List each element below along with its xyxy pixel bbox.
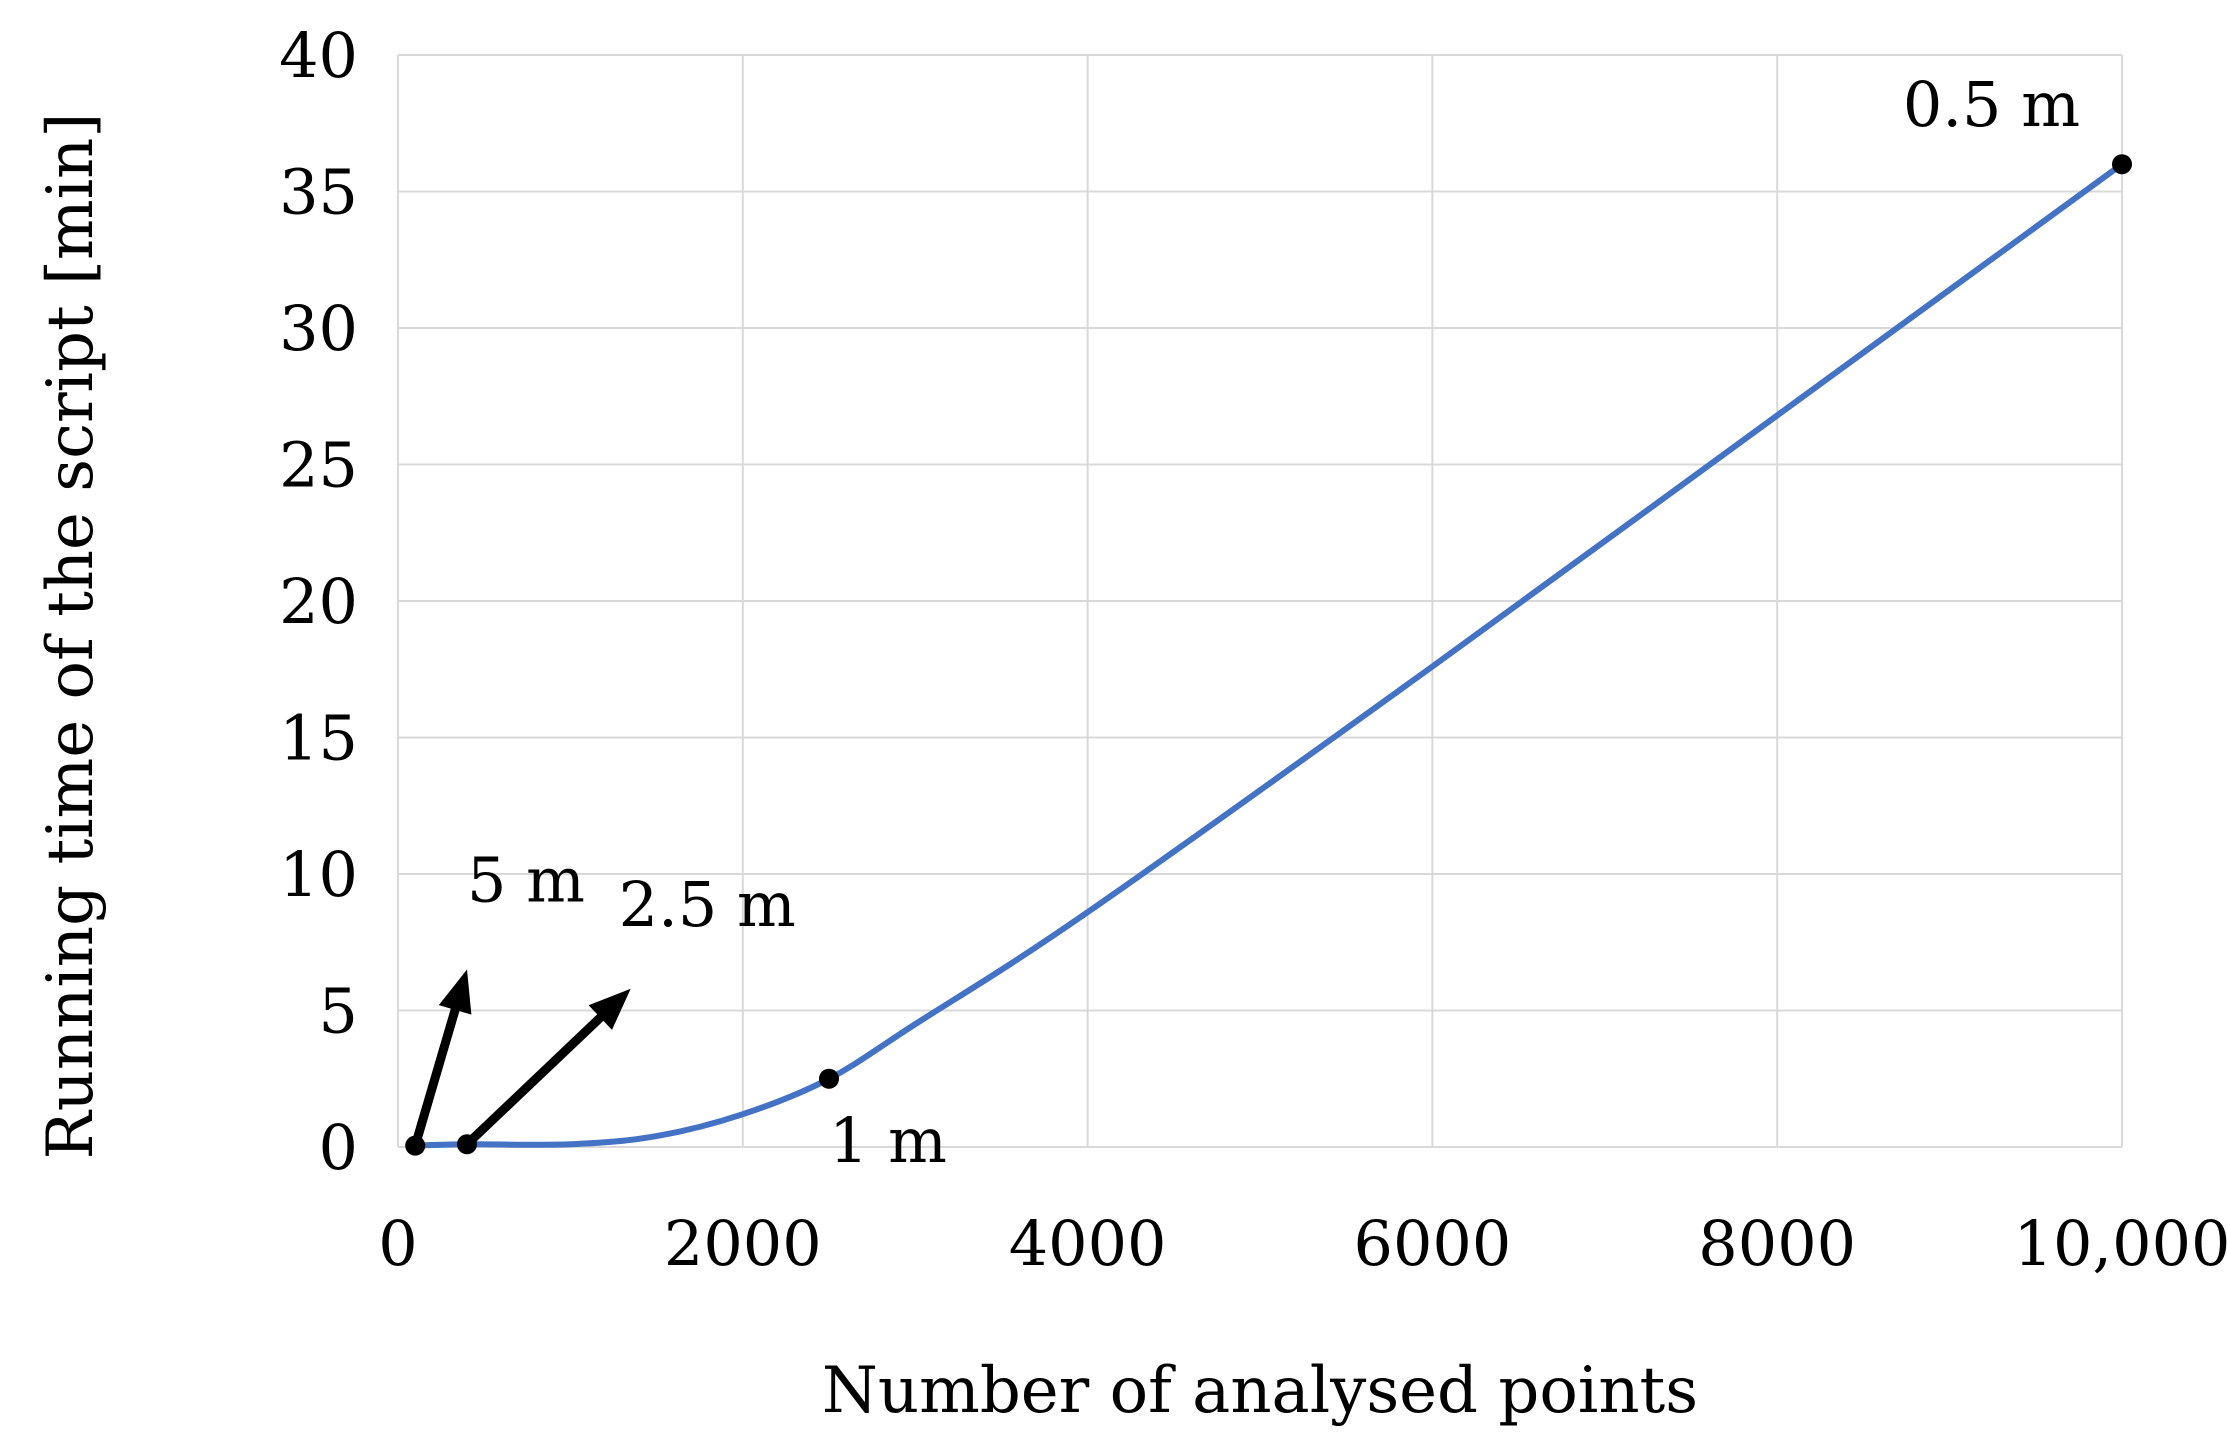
y-tick-label: 0	[319, 1111, 358, 1184]
x-tick-label: 6000	[1354, 1207, 1512, 1280]
y-tick-label: 40	[279, 19, 358, 92]
arrow-shaft-1	[463, 1011, 607, 1148]
data-point-3	[2112, 154, 2132, 175]
x-tick-labels: 0 2000 4000 6000 8000 10,000	[378, 1207, 2227, 1280]
y-axis-title: Running time of the script [min]	[34, 113, 108, 1160]
y-tick-label: 15	[279, 702, 358, 775]
y-tick-label: 10	[279, 838, 358, 911]
arrow-head-0	[438, 969, 472, 1015]
point-label: 5 m	[467, 843, 585, 916]
data-point-2	[819, 1068, 839, 1089]
arrow-head-1	[588, 988, 631, 1030]
y-tick-labels: 0 5 10 15 20 25 30 35 40	[279, 19, 358, 1184]
point-labels: 5 m 2.5 m 1 m 0.5 m	[467, 68, 2080, 1177]
arrow-shaft-0	[410, 1004, 461, 1147]
y-tick-label: 30	[279, 292, 358, 365]
y-tick-label: 5	[319, 975, 358, 1048]
x-tick-label: 10,000	[2014, 1207, 2227, 1280]
y-tick-label: 20	[279, 565, 358, 638]
point-label: 0.5 m	[1903, 68, 2080, 141]
x-tick-label: 4000	[1009, 1207, 1167, 1280]
series-line-0	[412, 161, 2125, 1149]
point-label: 2.5 m	[619, 868, 796, 941]
x-tick-label: 0	[378, 1207, 417, 1280]
data-point-1	[456, 1134, 477, 1155]
y-tick-label: 35	[279, 156, 358, 229]
points-layer	[405, 154, 2132, 1156]
x-tick-label: 2000	[664, 1207, 822, 1280]
arrows-layer	[410, 969, 631, 1148]
data-point-0	[405, 1135, 426, 1156]
x-tick-label: 8000	[1698, 1207, 1856, 1280]
y-tick-label: 25	[279, 429, 358, 502]
point-label: 1 m	[829, 1104, 947, 1177]
series-layer	[412, 161, 2125, 1149]
grid	[397, 54, 2123, 1148]
x-axis-title: Number of analysed points	[822, 1354, 1698, 1428]
